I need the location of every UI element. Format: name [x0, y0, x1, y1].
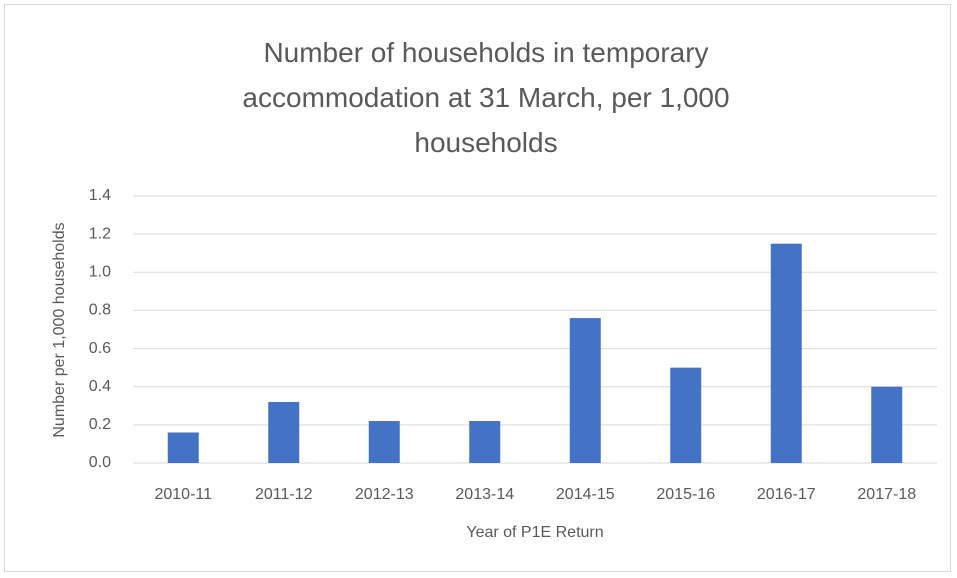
bar [167, 432, 199, 463]
x-tick-label: 2015-16 [656, 486, 715, 503]
chart-title: Number of households in temporary accomm… [242, 37, 730, 158]
y-tick-label: 0.8 [89, 302, 111, 319]
y-tick-label: 1.0 [89, 264, 111, 281]
bar [871, 386, 903, 463]
x-tick-label: 2013-14 [455, 486, 514, 503]
y-tick-label: 1.4 [89, 187, 111, 204]
bar [670, 367, 702, 463]
x-tick-label: 2012-13 [355, 486, 414, 503]
x-axis-label: Year of P1E Return [466, 524, 603, 541]
y-tick-label: 0.0 [89, 454, 111, 471]
y-tick-label: 0.6 [89, 340, 111, 357]
bar [770, 243, 802, 463]
x-tick-label: 2017-18 [857, 486, 916, 503]
bar [469, 421, 501, 463]
y-tick-label: 0.2 [89, 416, 111, 433]
x-tick-label: 2014-15 [556, 486, 615, 503]
bar [368, 421, 400, 463]
y-tick-label: 0.4 [89, 378, 111, 395]
y-tick-label: 1.2 [89, 225, 111, 242]
y-axis-label: Number per 1,000 households [51, 222, 68, 437]
x-tick-label: 2016-17 [757, 486, 816, 503]
bar [569, 318, 601, 463]
x-tick-label: 2010-11 [154, 486, 212, 503]
x-tick-label: 2011-12 [255, 486, 313, 503]
bar [268, 401, 300, 463]
chart-frame [4, 4, 951, 572]
